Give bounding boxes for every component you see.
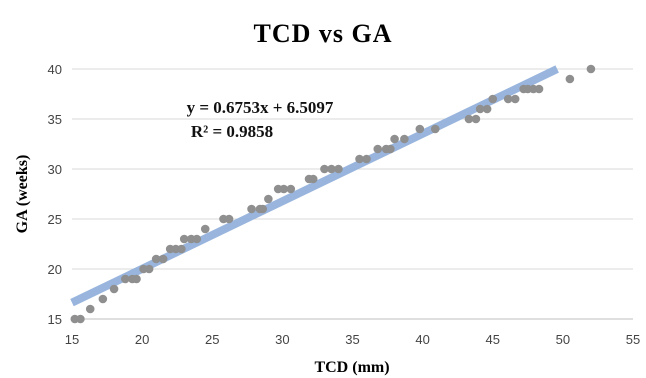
data-point <box>144 264 154 274</box>
x-tick-label: 50 <box>556 332 570 347</box>
data-point <box>76 314 85 324</box>
data-point <box>415 124 425 134</box>
data-points <box>70 64 596 324</box>
y-tick-label: 30 <box>48 162 62 177</box>
data-point <box>503 94 513 104</box>
data-point <box>224 214 234 224</box>
x-tick-label: 40 <box>415 332 429 347</box>
y-tick-label: 25 <box>48 212 62 227</box>
data-point <box>565 74 575 84</box>
y-tick-label: 20 <box>48 262 62 277</box>
trendline-equation: y = 0.6753x + 6.5097 <box>187 98 334 117</box>
x-tick-label: 35 <box>345 332 359 347</box>
data-point <box>177 244 186 254</box>
r-squared-label: R² = 0.9858 <box>191 122 273 141</box>
data-point <box>355 154 364 164</box>
y-axis-title: GA (weeks) <box>14 155 31 234</box>
data-point <box>308 174 318 184</box>
data-point <box>247 204 256 214</box>
data-point <box>464 114 474 124</box>
data-point <box>120 274 130 284</box>
data-point <box>362 154 371 164</box>
data-point <box>264 194 273 204</box>
data-point <box>386 144 395 154</box>
data-point <box>98 294 108 304</box>
data-point <box>373 144 383 154</box>
data-point <box>471 114 481 124</box>
x-tick-label: 55 <box>626 332 640 347</box>
data-point <box>286 184 296 194</box>
x-tick-label: 15 <box>65 332 79 347</box>
data-point <box>179 234 189 244</box>
y-tick-label: 40 <box>48 62 62 77</box>
data-point <box>430 124 440 134</box>
data-point <box>390 134 399 144</box>
data-point <box>85 304 95 314</box>
data-point <box>192 234 202 244</box>
data-point <box>132 274 141 284</box>
data-point <box>279 184 289 194</box>
data-point <box>258 204 268 214</box>
tick-labels: 15 20 25 30 35 40 15 20 25 30 35 40 45 50 55 <box>48 62 641 347</box>
chart-title: TCD vs GA <box>253 19 392 48</box>
data-point <box>400 134 409 144</box>
data-point <box>586 64 596 74</box>
data-point <box>334 164 343 174</box>
y-tick-label: 35 <box>48 112 62 127</box>
x-tick-label: 20 <box>135 332 149 347</box>
data-point <box>488 94 498 104</box>
data-point <box>200 224 210 234</box>
data-point <box>158 254 168 264</box>
data-point <box>482 104 492 114</box>
data-point <box>320 164 329 174</box>
data-point <box>510 94 520 104</box>
x-tick-label: 25 <box>205 332 219 347</box>
y-tick-label: 15 <box>48 312 62 327</box>
data-point <box>151 254 161 264</box>
x-tick-label: 45 <box>486 332 500 347</box>
x-tick-label: 30 <box>275 332 289 347</box>
data-point <box>475 104 485 114</box>
data-point <box>327 164 336 174</box>
data-point <box>534 84 544 94</box>
x-axis-title: TCD (mm) <box>314 359 389 376</box>
data-point <box>109 284 119 294</box>
